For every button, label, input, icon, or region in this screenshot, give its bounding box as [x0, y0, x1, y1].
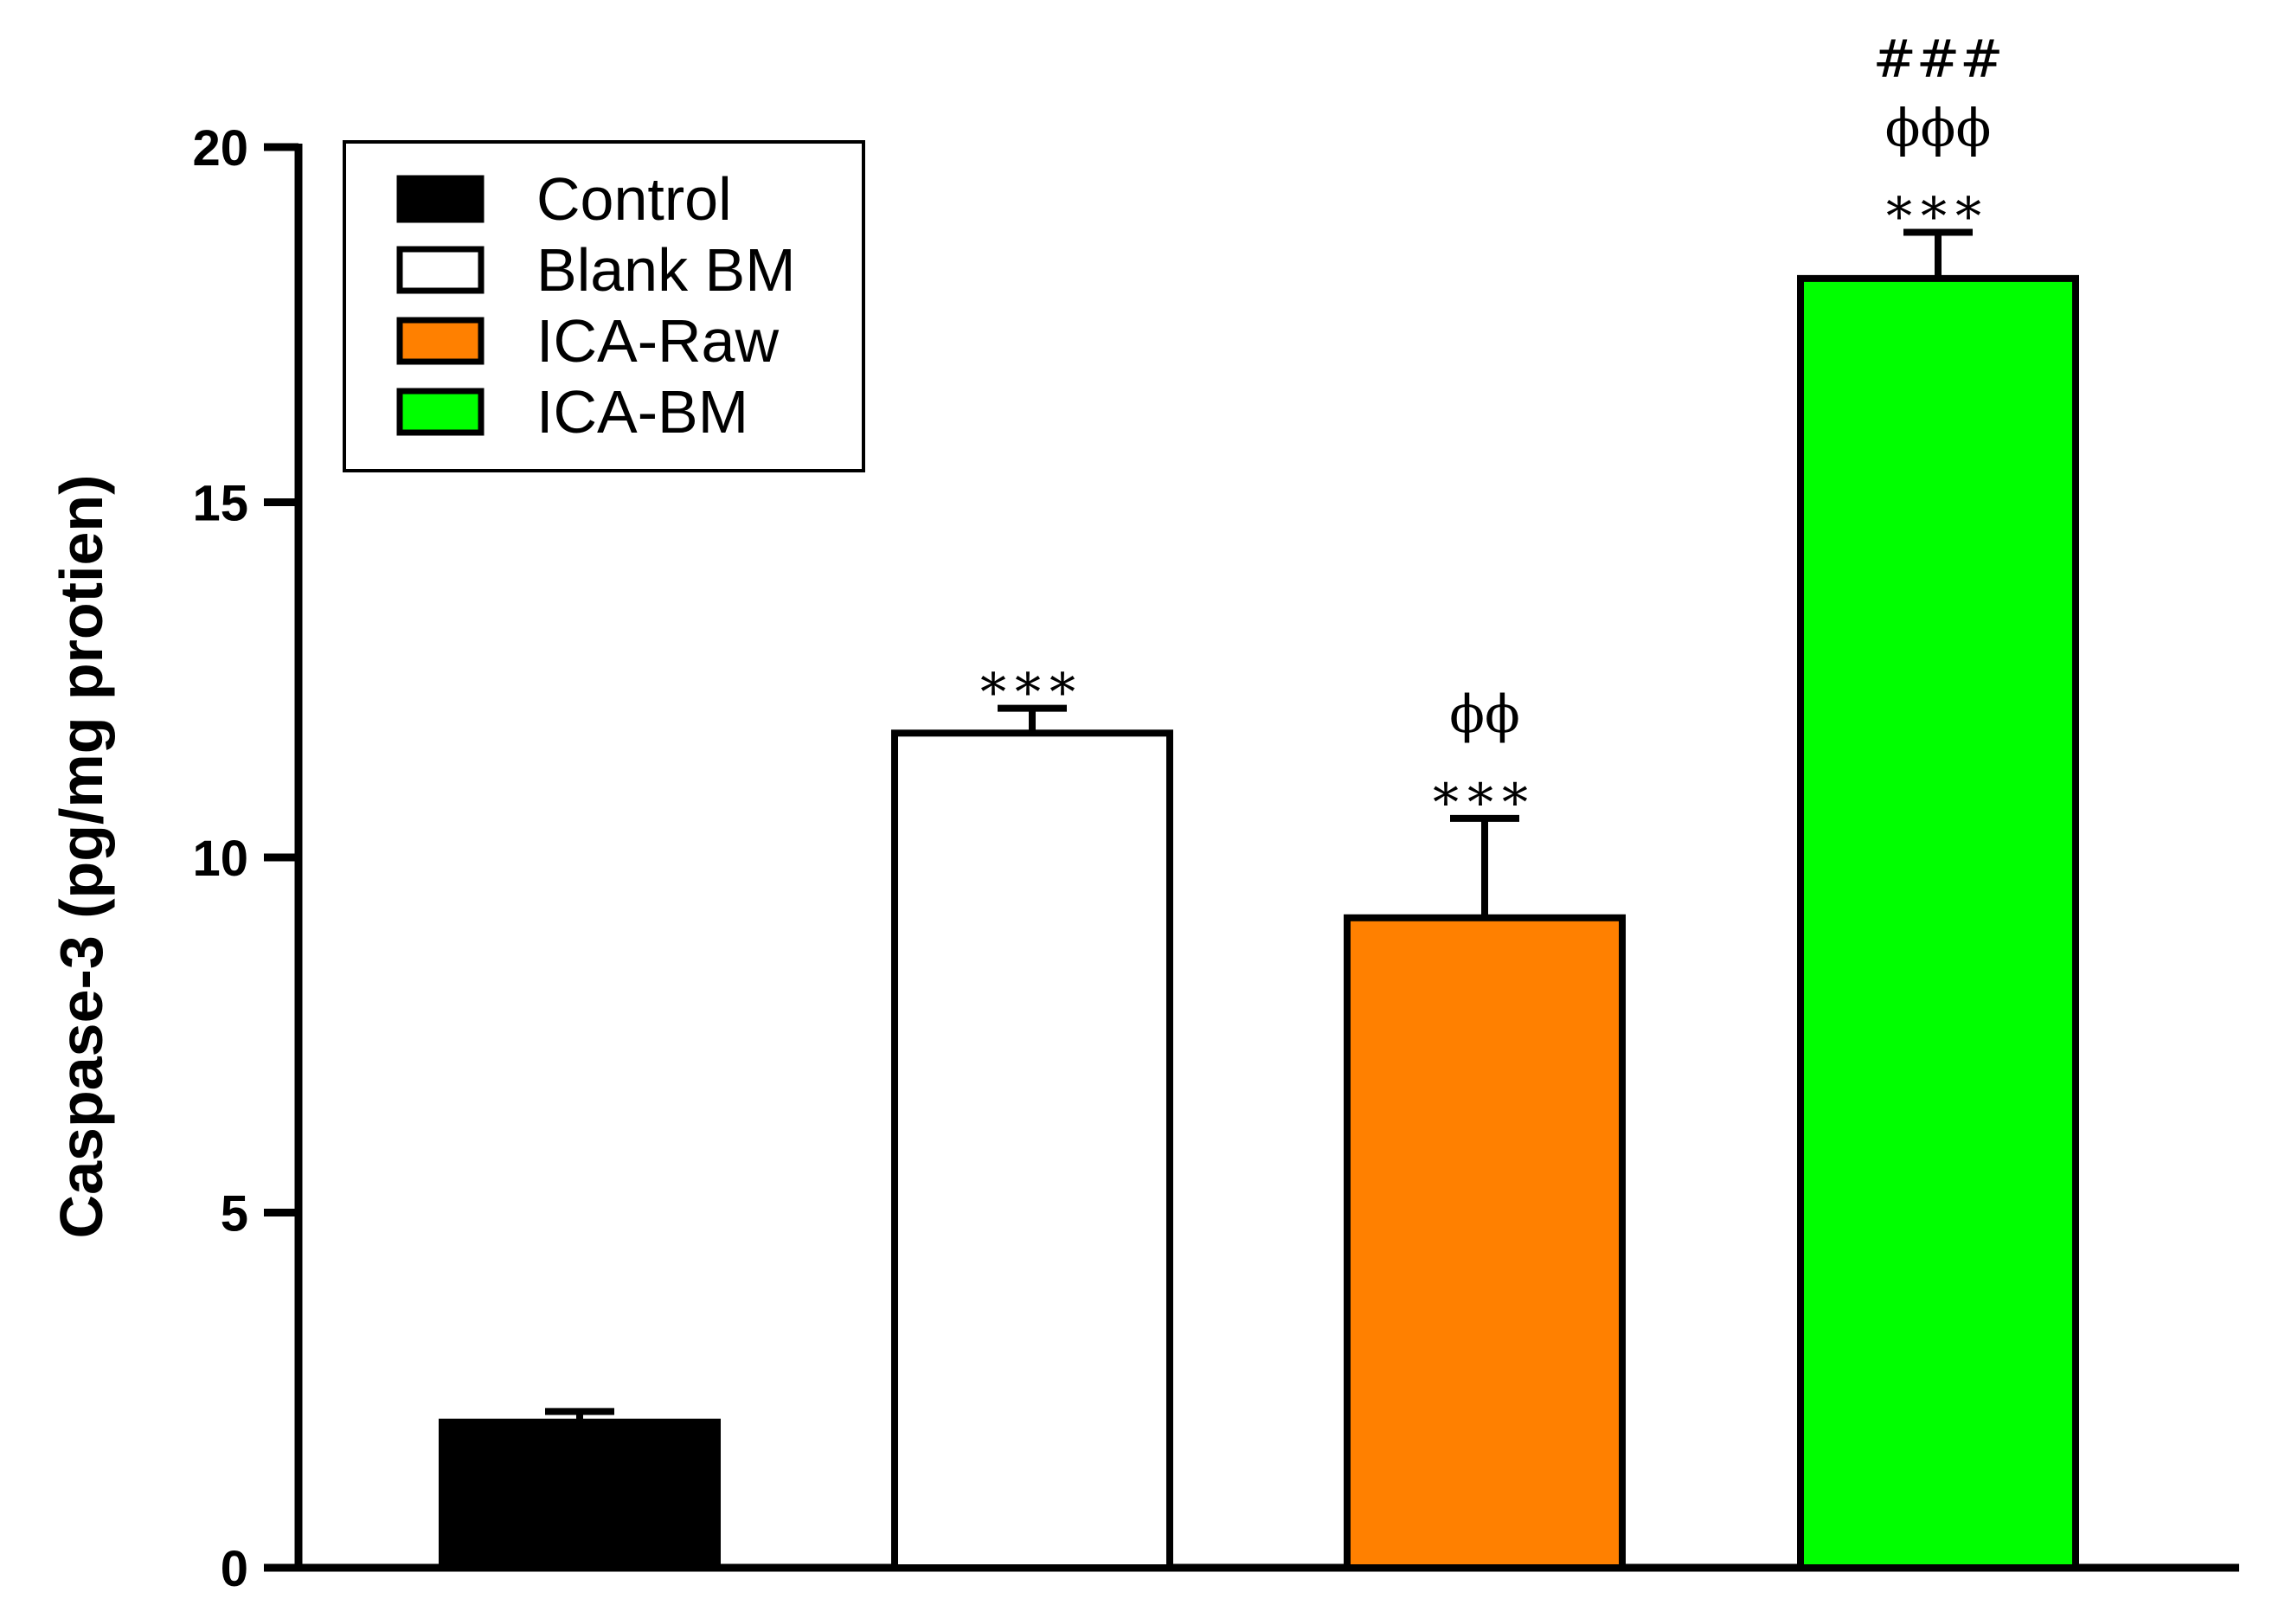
legend-swatch [396, 175, 485, 223]
legend-swatch [396, 317, 485, 365]
annotation-label: ### [1873, 29, 2004, 90]
y-tick-label: 0 [221, 1541, 248, 1597]
significance-annotations: *** ϕϕ *** ### ϕϕϕ *** [980, 29, 2003, 833]
legend-label: Control [536, 165, 732, 233]
y-tick-label: 5 [221, 1186, 248, 1242]
bars [439, 228, 2079, 1572]
bar-control [439, 1418, 721, 1571]
annotation-label: *** [1433, 773, 1537, 833]
bar-blank-bm [891, 729, 1173, 1571]
y-axis-label: Caspase-3 (pg/mg protien) [48, 475, 115, 1239]
annotation-label: *** [980, 663, 1084, 723]
annotation-label: ϕϕ [1449, 684, 1520, 745]
legend-swatch [396, 246, 485, 294]
bar-ica-bm [1797, 274, 2079, 1571]
legend-swatch [396, 388, 485, 436]
annotation-label: *** [1886, 187, 1990, 247]
y-tick-label: 10 [192, 831, 248, 887]
legend-label: ICA-Raw [536, 307, 779, 375]
bar-ica-raw [1344, 914, 1626, 1572]
annotation-label: ϕϕϕ [1885, 99, 1992, 159]
y-tick-label: 15 [192, 476, 248, 532]
legend-label: Blank BM [536, 236, 796, 304]
y-tick-label: 20 [192, 120, 248, 177]
legend-label: ICA-BM [536, 378, 748, 446]
